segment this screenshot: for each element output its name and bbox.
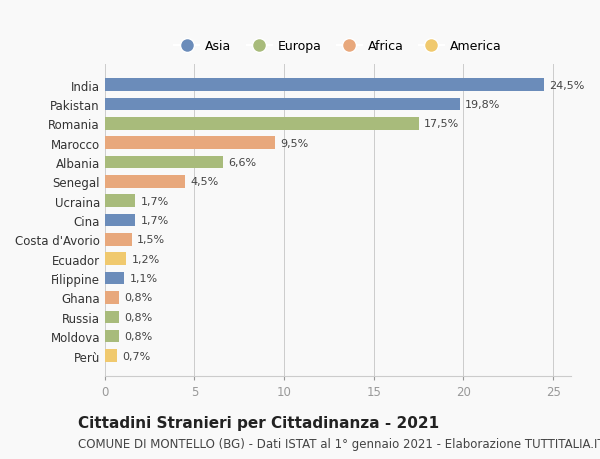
Text: 9,5%: 9,5% [281,138,309,148]
Bar [105,272,124,285]
Text: 0,8%: 0,8% [124,293,153,303]
Text: Cittadini Stranieri per Cittadinanza - 2021: Cittadini Stranieri per Cittadinanza - 2… [78,415,439,430]
Bar [105,234,131,246]
Text: 4,5%: 4,5% [191,177,219,187]
Bar [105,349,117,362]
Bar [105,291,119,304]
Bar [105,118,419,130]
Text: 0,8%: 0,8% [124,331,153,341]
Text: 6,6%: 6,6% [229,157,257,168]
Text: 1,2%: 1,2% [131,254,160,264]
Text: 19,8%: 19,8% [465,100,500,110]
Text: 1,7%: 1,7% [140,196,169,206]
Bar [105,253,126,265]
Bar [105,79,544,92]
Bar [105,176,185,188]
Bar [105,137,275,150]
Bar [105,157,223,169]
Bar [105,98,460,111]
Text: 17,5%: 17,5% [424,119,459,129]
Text: 1,1%: 1,1% [130,274,158,284]
Text: 24,5%: 24,5% [550,80,585,90]
Text: 1,5%: 1,5% [137,235,165,245]
Bar [105,330,119,343]
Bar [105,195,135,207]
Legend: Asia, Europa, Africa, America: Asia, Europa, Africa, America [168,34,508,59]
Text: COMUNE DI MONTELLO (BG) - Dati ISTAT al 1° gennaio 2021 - Elaborazione TUTTITALI: COMUNE DI MONTELLO (BG) - Dati ISTAT al … [78,437,600,451]
Text: 1,7%: 1,7% [140,216,169,225]
Bar [105,214,135,227]
Text: 0,7%: 0,7% [122,351,151,361]
Bar [105,311,119,324]
Text: 0,8%: 0,8% [124,312,153,322]
